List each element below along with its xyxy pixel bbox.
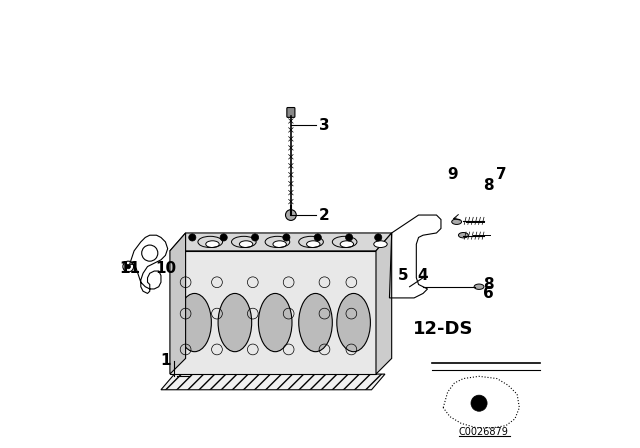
Text: 3: 3 xyxy=(319,118,330,133)
Circle shape xyxy=(346,234,353,241)
Ellipse shape xyxy=(206,241,220,247)
Polygon shape xyxy=(170,233,186,374)
Text: 6: 6 xyxy=(483,286,493,301)
Ellipse shape xyxy=(458,233,468,238)
Ellipse shape xyxy=(474,284,484,289)
Text: 9: 9 xyxy=(447,167,458,182)
Circle shape xyxy=(189,234,196,241)
Circle shape xyxy=(285,210,296,220)
Text: 8: 8 xyxy=(483,277,493,292)
Ellipse shape xyxy=(452,219,461,224)
Ellipse shape xyxy=(307,241,320,247)
Polygon shape xyxy=(170,251,376,374)
FancyBboxPatch shape xyxy=(287,108,295,117)
Circle shape xyxy=(374,234,382,241)
Ellipse shape xyxy=(239,241,253,247)
Text: 7: 7 xyxy=(496,167,507,182)
Text: C0026879: C0026879 xyxy=(459,427,508,437)
Text: 12-DS: 12-DS xyxy=(413,320,474,338)
Ellipse shape xyxy=(340,241,354,247)
Circle shape xyxy=(126,264,131,269)
Text: 10: 10 xyxy=(155,261,176,276)
Circle shape xyxy=(471,395,487,411)
Ellipse shape xyxy=(259,293,292,352)
Text: 2: 2 xyxy=(319,207,330,223)
Text: 11: 11 xyxy=(119,261,140,276)
Ellipse shape xyxy=(299,293,332,352)
Circle shape xyxy=(314,234,321,241)
Polygon shape xyxy=(376,233,392,374)
Circle shape xyxy=(220,234,227,241)
Ellipse shape xyxy=(218,293,252,352)
Ellipse shape xyxy=(374,241,387,247)
Ellipse shape xyxy=(273,241,287,247)
Ellipse shape xyxy=(178,293,211,352)
Text: 1: 1 xyxy=(160,353,171,368)
Text: 5: 5 xyxy=(397,268,408,283)
Text: 4: 4 xyxy=(418,268,428,283)
Polygon shape xyxy=(161,374,385,390)
Circle shape xyxy=(252,234,259,241)
Ellipse shape xyxy=(337,293,371,352)
Text: 8: 8 xyxy=(483,178,493,194)
Polygon shape xyxy=(170,233,392,251)
Circle shape xyxy=(283,234,290,241)
